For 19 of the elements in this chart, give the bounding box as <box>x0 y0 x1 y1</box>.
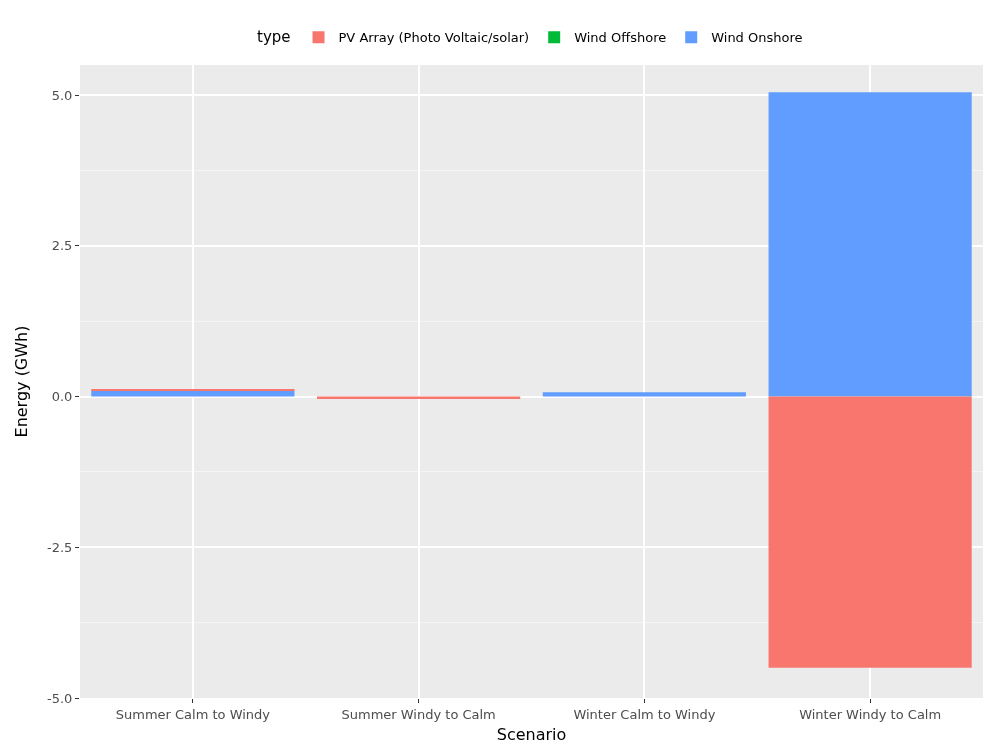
x-axis-title: Scenario <box>496 725 567 745</box>
legend-label: Wind Onshore <box>711 30 803 46</box>
x-tick-label: Winter Calm to Windy <box>573 706 716 722</box>
bar <box>542 392 746 397</box>
y-tick-label: 5.0 <box>51 87 73 103</box>
bar <box>768 92 972 397</box>
x-tick-label: Summer Calm to Windy <box>115 706 271 722</box>
bar <box>91 390 295 397</box>
bar <box>768 396 972 668</box>
legend-title: type <box>257 27 291 46</box>
y-axis-title: Energy (GWh) <box>11 325 31 438</box>
legend-label: Wind Offshore <box>574 30 667 46</box>
x-tick-label: Summer Windy to Calm <box>341 706 496 722</box>
legend-label: PV Array (Photo Voltaic/solar) <box>338 30 530 46</box>
y-tick-label: 0.0 <box>51 389 73 405</box>
y-tick-label: -2.5 <box>47 539 73 555</box>
x-tick-label: Winter Windy to Calm <box>799 706 942 722</box>
y-tick-label: 2.5 <box>51 238 73 254</box>
y-tick-label: -5.0 <box>47 690 73 706</box>
